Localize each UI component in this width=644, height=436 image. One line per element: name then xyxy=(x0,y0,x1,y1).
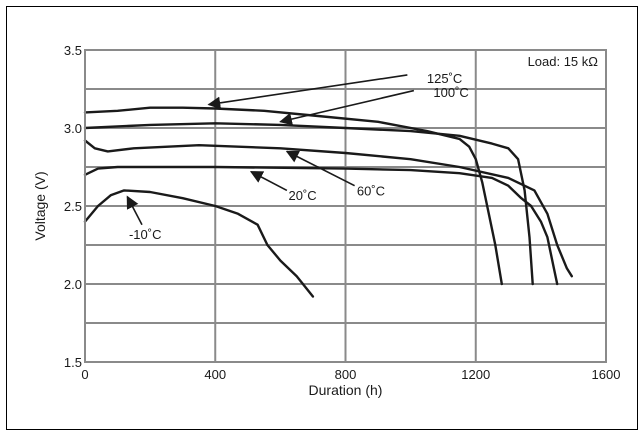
series-arrow-60c xyxy=(285,150,355,187)
series-line--10c xyxy=(83,189,315,298)
series-arrow-20c xyxy=(249,170,288,192)
x-tick-label: 400 xyxy=(204,367,226,382)
series-lines xyxy=(83,106,573,298)
x-tick-label: 0 xyxy=(81,367,88,382)
x-tick-label: 1600 xyxy=(592,367,621,382)
x-tick-label: 1200 xyxy=(461,367,490,382)
series-line-125c xyxy=(83,106,503,286)
y-tick-label: 3.0 xyxy=(64,121,82,136)
series-arrow-100c xyxy=(279,89,415,126)
series-arrow--10c xyxy=(126,195,143,226)
y-tick-label: 3.5 xyxy=(64,43,82,58)
tick-labels: 0 400 800 1200 1600 1.5 2.0 2.5 3.0 3.5 xyxy=(64,43,621,382)
series-line-100c xyxy=(83,122,534,286)
series-line-60c xyxy=(83,139,573,278)
y-axis-title: Voltage (V) xyxy=(32,171,48,240)
y-tick-label: 2.0 xyxy=(64,277,82,292)
plot-area-border xyxy=(84,49,607,363)
series-label-20c: 20˚C xyxy=(289,188,317,203)
series-line-20c xyxy=(83,165,559,286)
series-label--10c: -10˚C xyxy=(129,227,162,242)
y-tick-label: 2.5 xyxy=(64,199,82,214)
series-label-100c: 100˚C xyxy=(433,85,468,100)
legend-load-text: Load: 15 kΩ xyxy=(528,54,599,69)
x-tick-label: 800 xyxy=(335,367,357,382)
chart-frame xyxy=(6,6,638,430)
grid xyxy=(85,50,606,362)
y-tick-label: 1.5 xyxy=(64,355,82,370)
x-axis-title: Duration (h) xyxy=(309,382,383,398)
series-label-60c: 60˚C xyxy=(357,183,385,198)
legend-box: Load: 15 kΩ xyxy=(528,54,599,69)
series-arrow-125c xyxy=(207,74,408,110)
series-label-125c: 125˚C xyxy=(427,71,462,86)
